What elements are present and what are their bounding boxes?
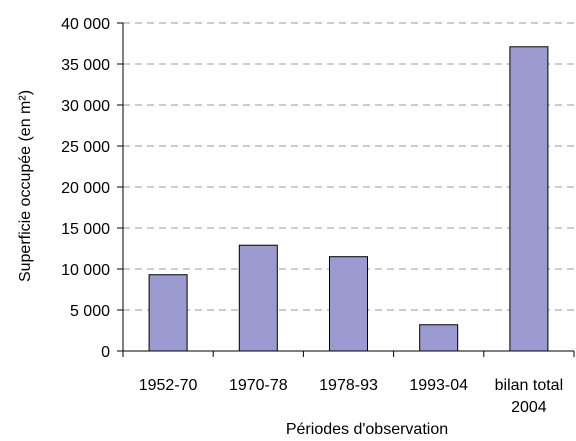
y-tick-label: 25 000 — [61, 139, 110, 156]
x-tick-labels: 1952-70 1970-78 1978-93 1993-04 bilan total 2… — [139, 377, 563, 416]
x-tick-label: 1978-93 — [319, 377, 378, 394]
x-tick-label: bilan total 2004 — [495, 377, 564, 416]
y-tick-label: 10 000 — [61, 262, 110, 279]
bar — [238, 244, 278, 352]
y-axis-title: Superficie occupée (en m²) — [17, 90, 34, 282]
axes — [117, 22, 575, 357]
y-tick-label: 40 000 — [61, 16, 110, 33]
y-tick-label: 30 000 — [61, 98, 110, 115]
x-axis-title: Périodes d'observation — [286, 421, 448, 438]
y-tick-labels: 0 5 000 10 000 15 000 20 000 25 000 30 000 35 0… — [61, 16, 110, 361]
bar — [148, 274, 188, 352]
bar — [329, 256, 368, 352]
gridlines — [123, 22, 574, 311]
y-tick-label: 0 — [101, 344, 110, 361]
y-tick-label: 20 000 — [61, 180, 110, 197]
bars — [148, 46, 549, 352]
x-tick-label: 1993-04 — [409, 377, 468, 394]
y-tick-label: 5 000 — [70, 303, 110, 320]
bar — [509, 46, 549, 352]
y-tick-label: 35 000 — [61, 57, 110, 74]
bar — [419, 324, 459, 352]
x-tick-label: 1952-70 — [139, 377, 198, 394]
y-tick-label: 15 000 — [61, 221, 110, 238]
x-tick-label: 1970-78 — [229, 377, 288, 394]
